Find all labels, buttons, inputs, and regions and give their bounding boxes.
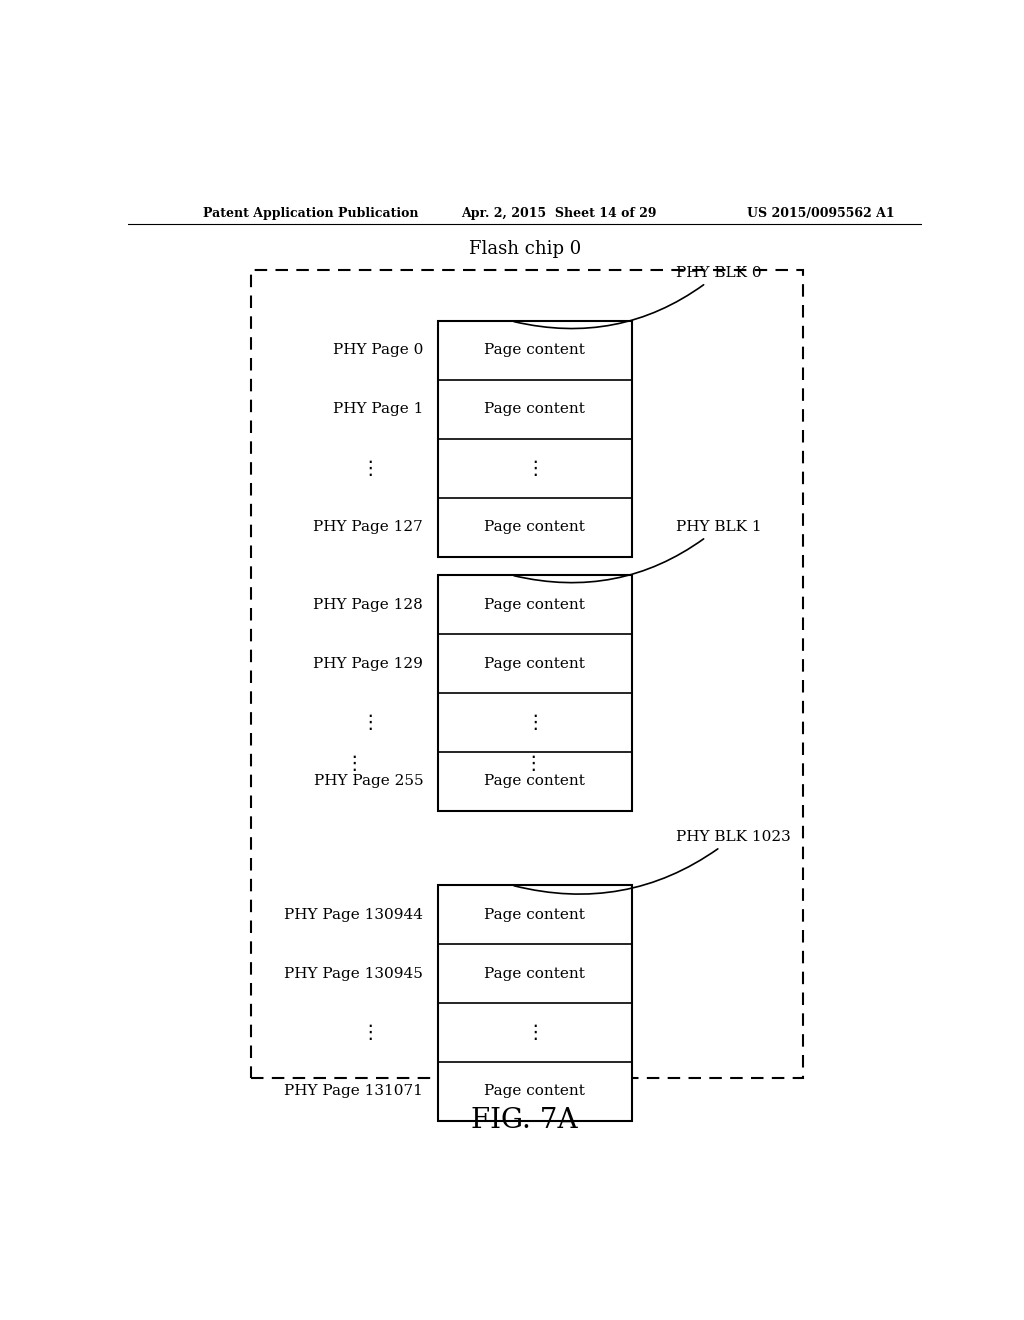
Text: PHY Page 128: PHY Page 128 (313, 598, 423, 611)
Bar (437, 321, 632, 557)
Text: PHY BLK 1023: PHY BLK 1023 (514, 830, 791, 894)
Text: PHY Page 255: PHY Page 255 (313, 775, 423, 788)
Text: Page content: Page content (484, 343, 585, 358)
Text: US 2015/0095562 A1: US 2015/0095562 A1 (748, 207, 895, 220)
Text: ⋮: ⋮ (523, 754, 543, 772)
Text: Patent Application Publication: Patent Application Publication (204, 207, 419, 220)
Text: Page content: Page content (484, 966, 585, 981)
Text: PHY Page 0: PHY Page 0 (333, 343, 423, 358)
Text: PHY Page 1: PHY Page 1 (333, 403, 423, 416)
Text: Page content: Page content (484, 908, 585, 921)
Text: Page content: Page content (484, 775, 585, 788)
Text: PHY BLK 1: PHY BLK 1 (514, 520, 761, 582)
Text: ⋮: ⋮ (525, 459, 545, 478)
Text: Page content: Page content (484, 520, 585, 535)
Bar (437, 886, 632, 1121)
Text: FIG. 7A: FIG. 7A (471, 1107, 579, 1134)
Text: Page content: Page content (484, 1085, 585, 1098)
Text: ⋮: ⋮ (525, 1023, 545, 1041)
Text: Apr. 2, 2015  Sheet 14 of 29: Apr. 2, 2015 Sheet 14 of 29 (461, 207, 656, 220)
Text: Page content: Page content (484, 656, 585, 671)
Text: PHY Page 131071: PHY Page 131071 (285, 1085, 423, 1098)
Text: Page content: Page content (484, 403, 585, 416)
Text: ⋮: ⋮ (360, 1023, 380, 1041)
Text: PHY Page 130944: PHY Page 130944 (285, 908, 423, 921)
Text: ⋮: ⋮ (344, 754, 364, 772)
Text: ⋮: ⋮ (360, 459, 380, 478)
Bar (251, 271, 803, 1078)
Text: ⋮: ⋮ (525, 713, 545, 733)
Bar (437, 576, 632, 810)
Text: PHY Page 129: PHY Page 129 (313, 656, 423, 671)
Text: PHY BLK 0: PHY BLK 0 (514, 267, 761, 329)
Text: PHY Page 127: PHY Page 127 (313, 520, 423, 535)
Text: Page content: Page content (484, 598, 585, 611)
Text: Flash chip 0: Flash chip 0 (469, 240, 581, 257)
Text: ⋮: ⋮ (360, 713, 380, 733)
Text: PHY Page 130945: PHY Page 130945 (285, 966, 423, 981)
